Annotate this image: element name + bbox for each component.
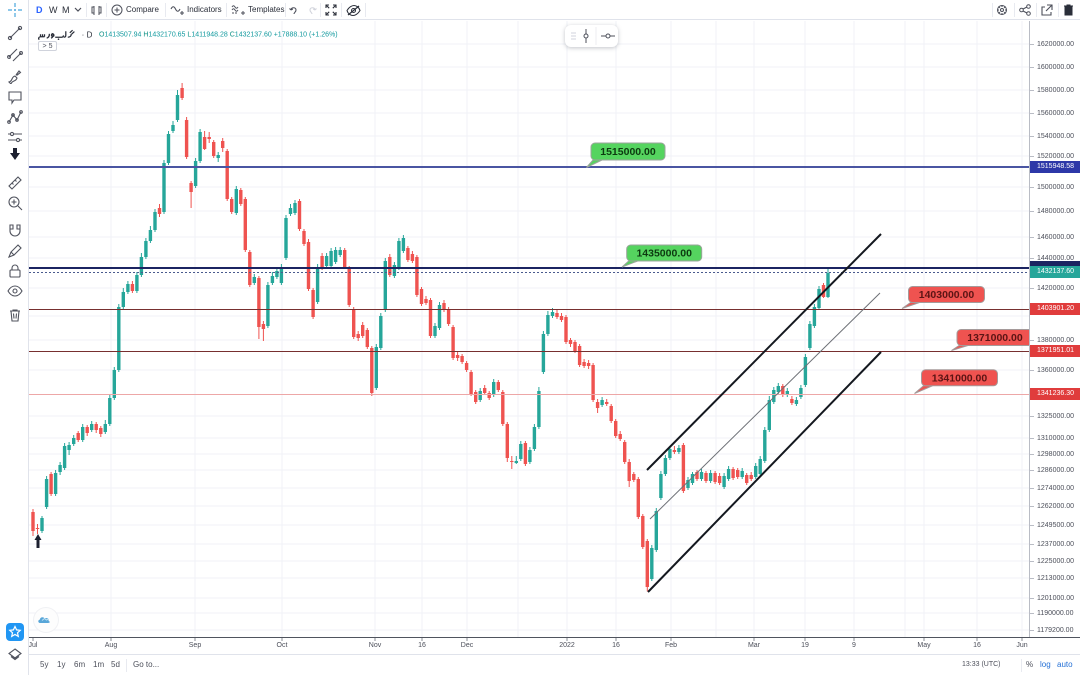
svg-text:1515000.00: 1515000.00 [600,146,656,158]
svg-text:1435000.00: 1435000.00 [636,248,692,260]
svg-text:1341000.00: 1341000.00 [932,372,988,384]
svg-text:1371000.00: 1371000.00 [967,332,1023,344]
svg-text:1403000.00: 1403000.00 [919,289,975,301]
